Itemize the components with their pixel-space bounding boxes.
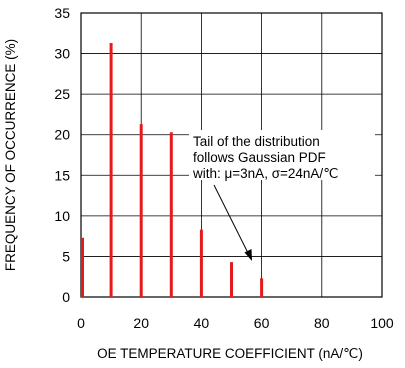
bar (81, 237, 84, 297)
annotation-arrowhead (244, 249, 252, 261)
x-tick-label: 100 (370, 315, 394, 331)
y-tick-label: 25 (54, 86, 70, 102)
x-tick-label: 80 (314, 315, 330, 331)
x-tick-label: 20 (133, 315, 149, 331)
y-tick-label: 35 (54, 5, 70, 21)
y-tick-label: 10 (54, 208, 70, 224)
annotation: Tail of the distribution follows Gaussia… (189, 130, 375, 261)
bar (199, 229, 203, 297)
bar (169, 132, 173, 297)
y-tick-label: 30 (54, 46, 70, 62)
bar (260, 278, 264, 297)
y-tick-label: 0 (62, 289, 70, 305)
y-tick-labels: 0 5 10 15 20 25 30 35 (54, 5, 70, 305)
x-axis-label: OE TEMPERATURE COEFFICIENT (nA/℃) (97, 346, 363, 361)
x-tick-label: 40 (194, 315, 210, 331)
annotation-arrow-line (213, 184, 249, 254)
bars (81, 43, 264, 297)
y-tick-label: 20 (54, 127, 70, 143)
bar (109, 43, 113, 297)
x-tick-label: 0 (77, 315, 85, 331)
x-tick-labels: 0 20 40 60 80 100 (77, 315, 394, 331)
x-tick-label: 60 (254, 315, 270, 331)
y-tick-label: 15 (54, 167, 70, 183)
y-axis-label: FREQUENCY OF OCCURRENCE (%) (3, 39, 18, 271)
annotation-background (189, 130, 375, 180)
annotation-line-3: with: μ=3nA, σ=24nA/℃ (192, 166, 338, 181)
bar (230, 262, 233, 297)
bar (139, 124, 143, 297)
annotation-line-1: Tail of the distribution (193, 134, 320, 149)
annotation-line-2: follows Gaussian PDF (193, 150, 326, 165)
y-tick-label: 5 (62, 248, 70, 264)
